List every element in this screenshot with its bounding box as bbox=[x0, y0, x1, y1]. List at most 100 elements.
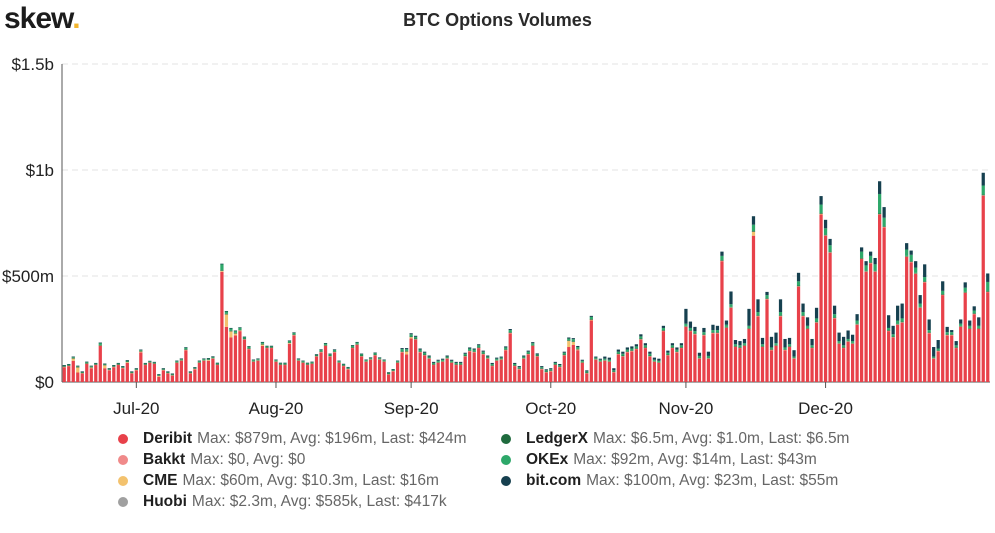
bar-segment-bitcom bbox=[909, 250, 913, 255]
bar-segment-deribit bbox=[702, 335, 706, 382]
bar-segment-okex bbox=[292, 332, 296, 335]
bar-segment-deribit bbox=[346, 369, 350, 382]
bar-segment-bitcom bbox=[359, 353, 364, 355]
bar-segment-deribit bbox=[161, 370, 165, 382]
bar-segment-deribit bbox=[148, 362, 152, 382]
bar-segment-okex bbox=[819, 204, 823, 214]
bar-segment-okex bbox=[423, 352, 427, 355]
bar-segment-deribit bbox=[607, 361, 611, 382]
ledgerx-swatch-icon bbox=[501, 433, 511, 444]
bar-segment-okex bbox=[287, 340, 292, 343]
bar-segment-okex bbox=[774, 343, 778, 345]
bar-segment-ledgerx bbox=[553, 363, 557, 365]
legend-item-bitcom[interactable]: bit.com Max: $100m, Avg: $23m, Last: $55… bbox=[501, 470, 849, 491]
bar-segment-bitcom bbox=[796, 272, 801, 282]
bar-segment-okex bbox=[594, 357, 598, 359]
bar-segment-bitcom bbox=[139, 349, 143, 351]
bar-segment-cme bbox=[139, 351, 143, 353]
legend-item-deribit[interactable]: Deribit Max: $879m, Avg: $196m, Last: $4… bbox=[118, 428, 467, 449]
btc-options-volume-chart: $1.5b $1b $500m $0 Jul-20 Aug-20 Sep-20 Oct-20… bbox=[2, 55, 990, 418]
bar-segment-deribit bbox=[477, 348, 481, 382]
bar-segment-bitcom bbox=[130, 371, 134, 372]
bar-segment-bitcom bbox=[729, 291, 733, 305]
legend-item-ledgerx[interactable]: LedgerX Max: $6.5m, Avg: $1.0m, Last: $6… bbox=[501, 428, 849, 449]
bar-segment-ledgerx bbox=[661, 330, 666, 331]
bar-segment-bitcom bbox=[76, 365, 80, 367]
legend-name: bit.com bbox=[526, 472, 582, 489]
bar-segment-ledgerx bbox=[522, 357, 526, 359]
bar-segment-cme bbox=[103, 365, 107, 369]
bar-segment-bitcom bbox=[468, 347, 472, 349]
bar-segment-ledgerx bbox=[364, 360, 368, 362]
bar-segment-ledgerx bbox=[905, 255, 909, 257]
bar-segment-ledgerx bbox=[936, 350, 940, 351]
bar-segment-ledgerx bbox=[112, 366, 116, 367]
bar-segment-deribit bbox=[567, 347, 571, 382]
bar-segment-ledgerx bbox=[517, 368, 521, 369]
bar-segment-cme bbox=[751, 231, 756, 236]
bar-segment-bitcom bbox=[346, 366, 350, 368]
bar-segment-okex bbox=[265, 345, 269, 348]
bar-segment-bitcom bbox=[287, 340, 292, 342]
skew-logo: skew. bbox=[4, 2, 81, 35]
bar-segment-ledgerx bbox=[823, 234, 828, 236]
bar-segment-bitcom bbox=[594, 356, 598, 358]
bar-segment-okex bbox=[459, 362, 463, 364]
bar-segment-ledgerx bbox=[693, 333, 697, 334]
bar-segment-bitcom bbox=[684, 308, 688, 324]
bar-segment-ledgerx bbox=[594, 358, 598, 360]
bar-segment-deribit bbox=[310, 363, 314, 382]
bar-segment-ledgerx bbox=[350, 347, 355, 348]
bar-segment-deribit bbox=[418, 352, 422, 382]
bar-segment-okex bbox=[828, 245, 832, 252]
bar-segment-okex bbox=[495, 358, 499, 360]
bar-segment-deribit bbox=[459, 365, 463, 382]
bar-segment-ledgerx bbox=[287, 342, 292, 343]
bar-segment-okex bbox=[513, 363, 517, 366]
bar-segment-deribit bbox=[639, 339, 643, 382]
bar-segment-bitcom bbox=[152, 361, 156, 363]
legend-item-okex[interactable]: OKEx Max: $92m, Avg: $14m, Last: $43m bbox=[501, 449, 849, 470]
bar-segment-deribit bbox=[540, 369, 544, 382]
bar-segment-ledgerx bbox=[265, 347, 269, 348]
bar-segment-deribit bbox=[377, 359, 382, 382]
bar-segment-okex bbox=[283, 362, 287, 364]
bar-segment-okex bbox=[224, 311, 229, 314]
bar-segment-bitcom bbox=[869, 251, 873, 256]
cme-swatch-icon bbox=[118, 475, 128, 486]
bar-segment-ledgerx bbox=[414, 338, 418, 340]
bar-segment-deribit bbox=[179, 360, 183, 382]
bar-segment-deribit bbox=[265, 348, 269, 382]
bar-segment-bitcom bbox=[454, 361, 458, 363]
bar-segment-okex bbox=[450, 360, 454, 362]
bar-segment-ledgerx bbox=[486, 357, 490, 359]
legend-item-huobi[interactable]: Huobi Max: $2.3m, Avg: $585k, Last: $417… bbox=[118, 491, 467, 512]
bar-segment-bitcom bbox=[828, 238, 832, 246]
bar-segment-okex bbox=[414, 336, 418, 339]
bar-segment-ledgerx bbox=[774, 344, 778, 346]
bar-segment-deribit bbox=[850, 343, 855, 382]
bar-segment-ledgerx bbox=[959, 325, 963, 327]
bar-segment-ledgerx bbox=[607, 360, 611, 362]
bar-segment-okex bbox=[481, 351, 485, 354]
bar-segment-ledgerx bbox=[256, 359, 260, 361]
bar-segment-okex bbox=[778, 312, 783, 316]
bar-segment-okex bbox=[571, 339, 575, 342]
bar-segment-bitcom bbox=[427, 355, 431, 357]
bar-segment-bitcom bbox=[891, 325, 895, 335]
bar-segment-bitcom bbox=[513, 362, 517, 364]
bar-segment-deribit bbox=[175, 362, 179, 382]
legend-item-cme[interactable]: CME Max: $60m, Avg: $10.3m, Last: $16m bbox=[118, 470, 467, 491]
legend-item-bakkt[interactable]: Bakkt Max: $0, Avg: $0 bbox=[118, 449, 467, 470]
bar-segment-ledgerx bbox=[945, 334, 949, 335]
bar-segment-okex bbox=[468, 348, 472, 351]
bar-segment-bitcom bbox=[742, 338, 747, 344]
bar-segment-okex bbox=[314, 354, 319, 356]
bar-segment-deribit bbox=[796, 286, 801, 382]
bar-segment-okex bbox=[103, 363, 107, 365]
bar-segment-deribit bbox=[814, 322, 819, 382]
bar-segment-okex bbox=[792, 356, 796, 358]
bar-segment-bitcom bbox=[751, 216, 756, 225]
bar-segment-ledgerx bbox=[314, 355, 319, 357]
bar-segment-deribit bbox=[684, 326, 688, 382]
